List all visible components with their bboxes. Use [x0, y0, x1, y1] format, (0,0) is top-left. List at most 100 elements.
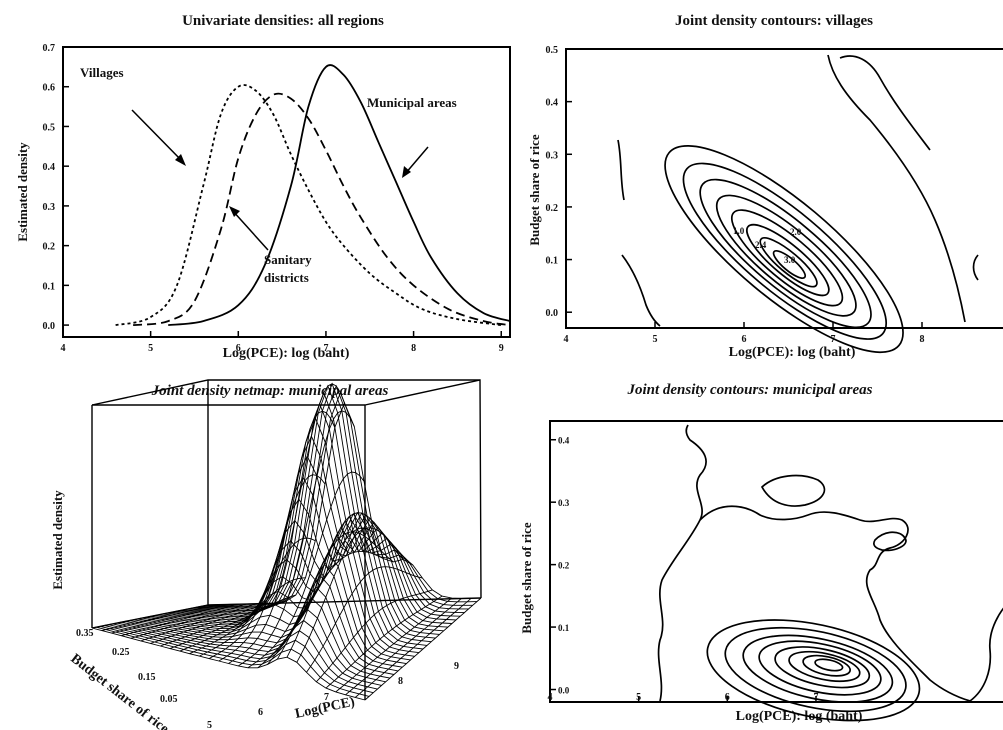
panel1-ytick-label: 0.2 [43, 242, 56, 253]
panel2-xtick-label: 6 [742, 334, 747, 345]
panel4-title: Joint density contours: municipal areas [626, 382, 872, 398]
panel1-xtick-label: 7 [323, 343, 328, 354]
panel2-outer-contours [617, 54, 979, 327]
panel3-xtick-3: 8 [398, 676, 403, 687]
panel4-ytick-label: 0.2 [558, 561, 570, 571]
panel1-series [115, 64, 511, 326]
contour-ring [814, 658, 844, 672]
panel2-xtick-label: 8 [920, 334, 925, 345]
mesh-line [267, 550, 384, 665]
contour-ring [699, 178, 872, 329]
mesh-line [191, 384, 465, 614]
panel3-ticks: 0.35 0.25 0.15 0.05 5 6 7 8 9 [76, 628, 459, 730]
panel1-x-axis-label: Log(PCE): log (baht) [223, 346, 350, 361]
panel2-contours [664, 144, 904, 354]
panel3-y-axis-label: Budget share of rice [68, 651, 172, 730]
panel4-xtick-label: 7 [813, 692, 818, 703]
contour-ring [774, 646, 871, 689]
mesh-line [170, 455, 444, 632]
contour-ring [758, 640, 882, 696]
panel2-plot-frame [565, 48, 1003, 329]
contour-ring [742, 634, 894, 703]
outer-contour-right-mark [972, 254, 979, 281]
mesh-line [247, 471, 365, 669]
series-municipal-areas [168, 64, 511, 326]
mesh-line [325, 595, 443, 689]
series-sanitary-districts [132, 92, 511, 326]
contour-ring [772, 249, 807, 279]
mesh-line [306, 566, 423, 673]
mesh-line [203, 391, 477, 607]
contour-ring [664, 144, 904, 354]
panel4-y-axis-label: Budget share of rice [519, 522, 534, 634]
panel3-z-axis-label: Estimated density [50, 490, 65, 590]
panel1-ytick-label: 0.7 [43, 43, 56, 54]
panel3-ytick-0: 0.35 [76, 628, 94, 639]
panel4-ytick-label: 0.3 [558, 498, 570, 508]
mesh-line [315, 589, 433, 683]
outer-contour-right [827, 54, 966, 323]
panel1-xtick-label: 4 [61, 343, 66, 354]
mesh-line [335, 597, 453, 693]
panel1-ticks: 4 5 6 7 8 9 0.0 0.1 0.2 0.3 0.4 0.5 0.6 0.7 [43, 43, 504, 354]
contour-label-1: 1.0 [733, 226, 745, 236]
outer-contour-blob2 [873, 531, 907, 552]
panel1-xtick-label: 9 [499, 343, 504, 354]
panel1-xtick-label: 5 [148, 343, 153, 354]
panel-contours-municipal: Joint density contours: municipal areas … [519, 382, 1003, 724]
mesh-line [162, 498, 436, 639]
panel3-surface-mesh [91, 382, 482, 701]
panel3-xtick-2: 7 [324, 692, 329, 703]
panel4-ytick-label: 0.1 [558, 623, 570, 633]
panel3-xtick-1: 6 [258, 707, 263, 718]
panel4-ticks: 4 5 6 7 0.0 0.1 0.2 0.3 0.4 [548, 436, 819, 703]
arrow-villages [131, 109, 184, 163]
panel4-ytick-label: 0.4 [558, 436, 570, 446]
contour-label-4: 3.0 [784, 255, 796, 265]
panel2-xtick-label: 4 [564, 334, 569, 345]
annotation-municipal-areas: Municipal areas [367, 95, 457, 110]
contour-ring [759, 237, 818, 288]
mesh-line [178, 417, 453, 624]
panel1-ytick-label: 0.4 [43, 162, 56, 173]
panel1-ytick-label: 0.0 [43, 321, 56, 332]
panel2-x-axis-label: Log(PCE): log (baht) [729, 345, 856, 360]
panel4-contours [706, 619, 921, 722]
panel2-contour-labels: 1.0 2.0 2.4 3.0 [733, 226, 802, 265]
panel4-xtick-label: 5 [636, 692, 641, 703]
panel4-plot-frame [549, 420, 1003, 703]
annotation-arrows [131, 109, 429, 251]
panel2-ytick-label: 0.0 [546, 308, 559, 319]
panel2-ytick-label: 0.4 [546, 98, 559, 109]
panel3-xtick-4: 9 [454, 661, 459, 672]
panel2-xtick-label: 5 [653, 334, 658, 345]
contour-ring [706, 619, 921, 722]
outer-contour-mid [699, 505, 971, 702]
arrow-sanitary [231, 209, 269, 251]
mesh-line [166, 476, 440, 635]
contour-ring [730, 209, 844, 307]
mesh-line [218, 410, 336, 662]
arrow-municipal [404, 146, 429, 175]
contour-ring [724, 626, 907, 713]
panel1-xtick-label: 8 [411, 343, 416, 354]
panel-univariate: Univariate densities: all regions Estima… [15, 13, 511, 361]
outer-contour-right-edge [969, 607, 1003, 702]
contour-ring [802, 654, 852, 677]
panel4-xtick-label: 6 [725, 692, 730, 703]
panel1-ytick-label: 0.1 [43, 281, 56, 292]
mesh-line [187, 391, 461, 617]
panel-contours-villages: Joint density contours: villages Budget … [527, 13, 1003, 360]
panel2-y-axis-label: Budget share of rice [527, 134, 542, 246]
panel4-xtick-label: 4 [548, 692, 553, 703]
annotation-districts: districts [264, 270, 309, 285]
annotation-sanitary: Sanitary [264, 252, 312, 267]
mesh-line [276, 531, 394, 660]
panel3-ytick-2: 0.15 [138, 672, 156, 683]
mesh-line [207, 401, 482, 606]
panel2-ytick-label: 0.3 [546, 150, 559, 161]
outer-contour-main [657, 424, 707, 702]
mesh-line [149, 520, 424, 650]
mesh-line [364, 597, 482, 701]
